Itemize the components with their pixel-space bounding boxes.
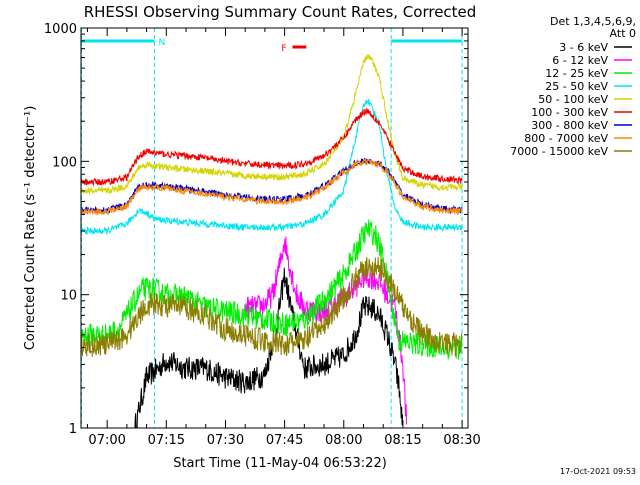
y-tick-label: 100 [52,155,77,170]
series-line-0 [134,267,404,428]
legend-label: 100 - 300 keV [531,106,608,119]
y-tick-label: 1 [69,422,77,437]
flag-label: F [281,44,286,54]
series-line-5 [81,107,463,187]
series-line-3 [81,99,463,236]
x-tick-label: 08:30 [443,433,480,448]
x-tick-label: 07:15 [148,433,185,448]
legend-header: Att 0 [610,27,636,40]
series-line-4 [81,54,463,195]
x-axis-label: Start Time (11-May-04 06:53:22) [173,456,387,471]
legend-label: 800 - 7000 keV [524,132,608,145]
chart-title: RHESSI Observing Summary Count Rates, Co… [84,3,477,21]
series-line-7 [81,157,463,217]
flag-label: N [158,38,165,48]
legend-header: Det 1,3,4,5,6,9, [550,15,636,28]
x-tick-label: 08:00 [325,433,362,448]
y-axis-label: Corrected Count Rate (s⁻¹ detector⁻¹) [23,106,38,351]
generation-timestamp: 17-Oct-2021 09:53 [560,467,636,476]
series-line-2 [81,219,463,360]
legend-label: 25 - 50 keV [545,80,608,93]
y-tick-label: 10 [60,289,77,304]
plot-frame [80,27,469,429]
series-line-8 [81,256,463,357]
x-tick-label: 07:45 [266,433,303,448]
x-tick-label: 08:15 [384,433,421,448]
legend-label: 300 - 800 keV [531,119,608,132]
legend-label: 12 - 25 keV [545,67,608,80]
legend-label: 7000 - 15000 keV [510,145,608,158]
legend-label: 6 - 12 keV [552,54,608,67]
legend-label: 3 - 6 keV [559,41,608,54]
legend-label: 50 - 100 keV [538,93,608,106]
y-tick-label: 1000 [44,22,77,37]
x-tick-label: 07:00 [88,433,125,448]
x-tick-label: 07:30 [207,433,244,448]
